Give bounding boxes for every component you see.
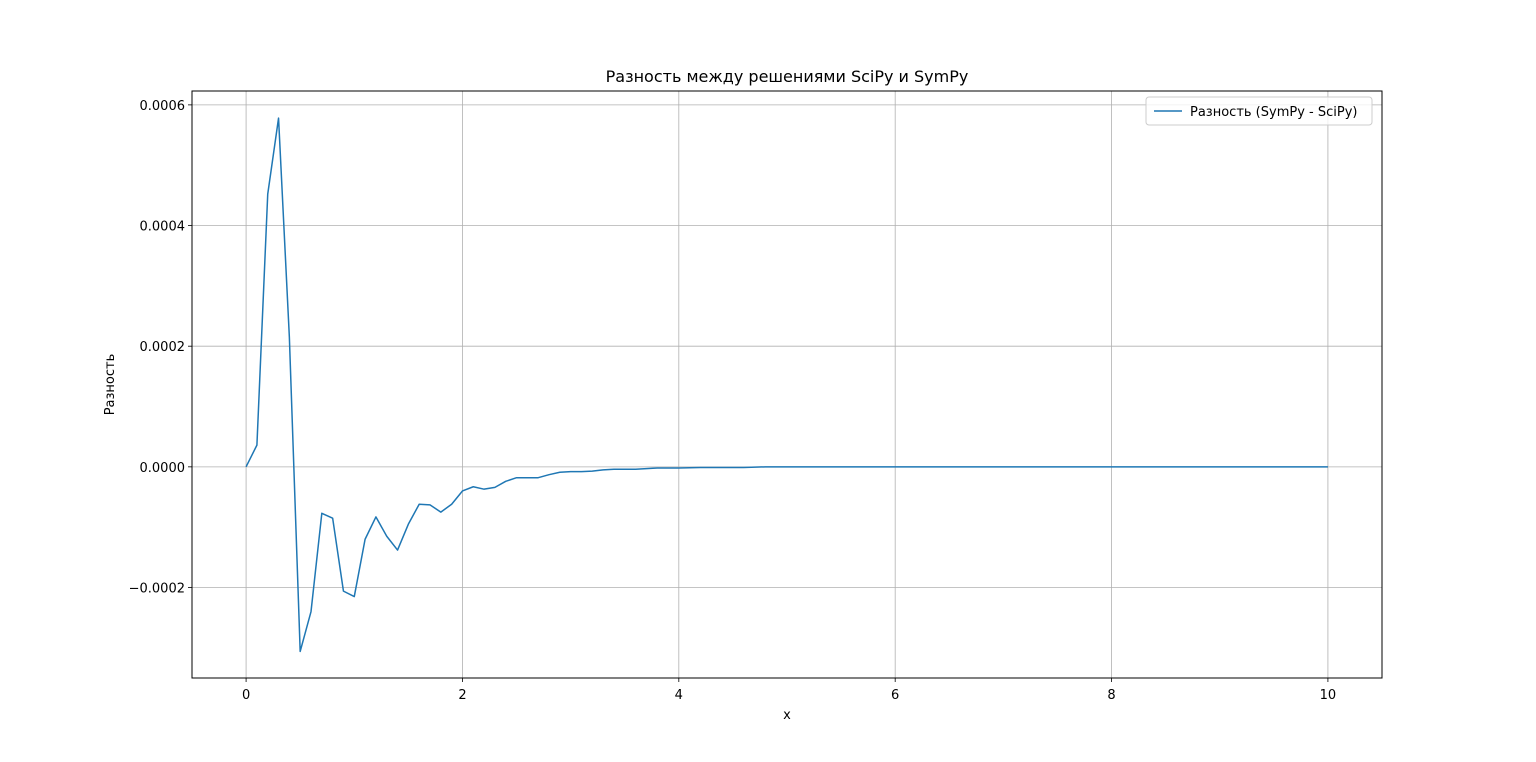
x-tick-label: 8 xyxy=(1107,688,1115,703)
y-axis-label: Разность xyxy=(103,354,118,416)
legend-label: Разность (SymPy - SciPy) xyxy=(1190,105,1357,120)
y-tick-label: 0.0002 xyxy=(140,340,186,355)
y-tick-label: 0.0006 xyxy=(140,99,186,114)
x-tick-label: 4 xyxy=(675,688,683,703)
legend: Разность (SymPy - SciPy) xyxy=(1145,96,1373,126)
y-tick-label: 0.0000 xyxy=(140,461,186,476)
y-tick-label: 0.0004 xyxy=(140,220,186,235)
legend-box xyxy=(1145,96,1373,126)
plot-frame xyxy=(191,90,1383,679)
series-layer xyxy=(245,117,1328,653)
x-axis: 0 2 4 6 8 10 xyxy=(242,678,1336,703)
x-tick-label: 10 xyxy=(1320,688,1337,703)
series-line xyxy=(245,117,1328,653)
x-axis-label: x xyxy=(783,708,791,723)
x-tick-label: 6 xyxy=(891,688,899,703)
y-axis: −0.0002 0.0000 0.0002 0.0004 0.0006 xyxy=(129,99,192,597)
x-tick-label: 2 xyxy=(458,688,466,703)
chart-title: Разность между решениями SciPy и SymPy xyxy=(606,67,969,86)
y-tick-label: −0.0002 xyxy=(129,582,185,597)
x-tick-label: 0 xyxy=(242,688,250,703)
